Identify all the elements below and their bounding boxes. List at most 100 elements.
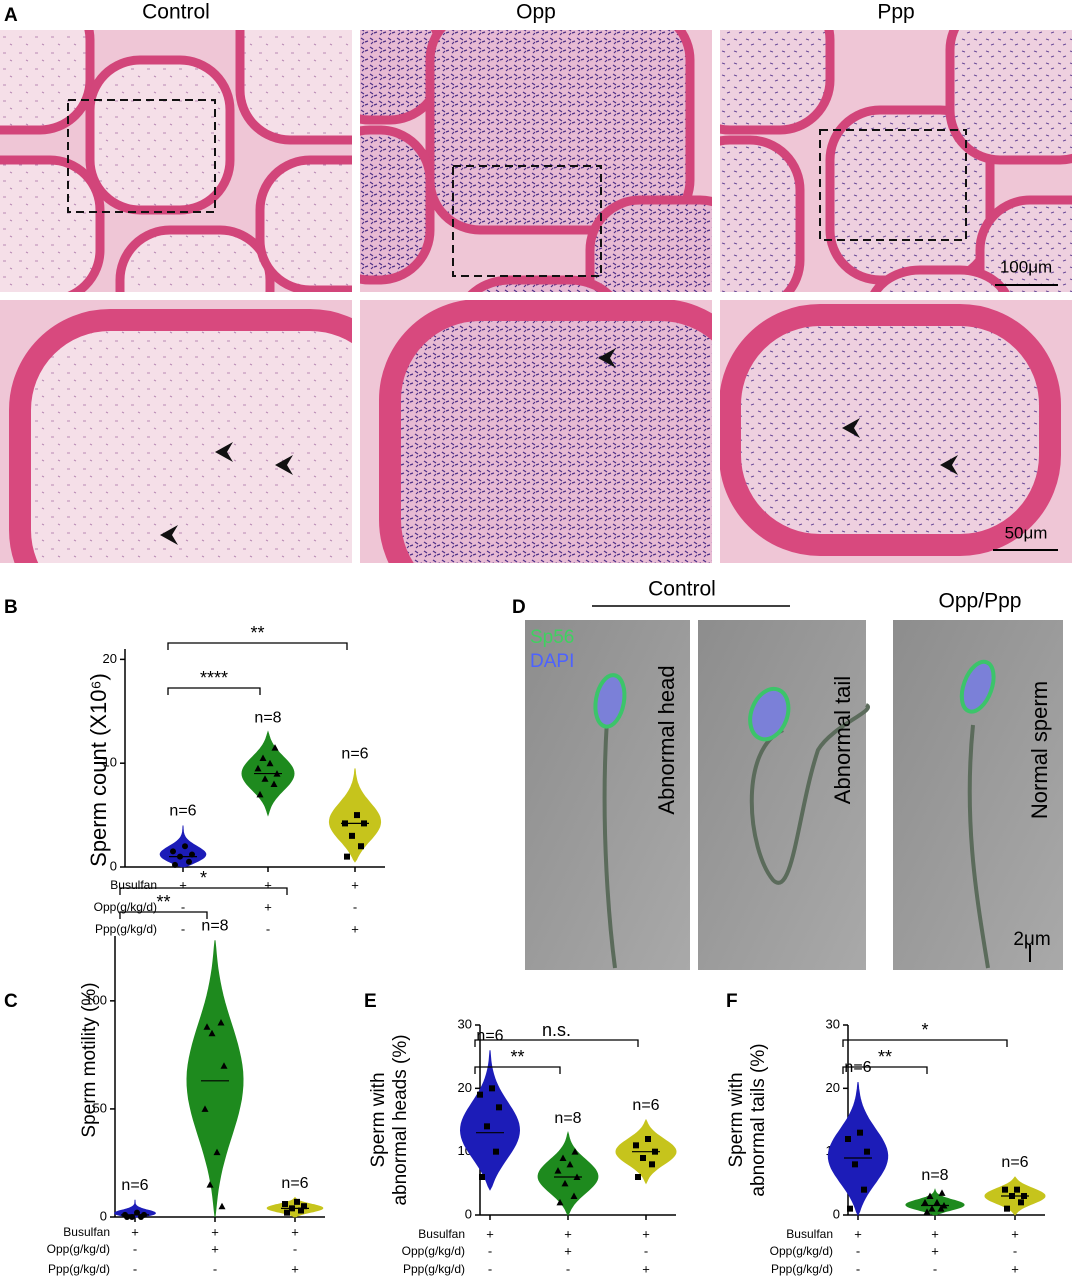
tubule [720, 135, 805, 292]
y-tick-label: 0 [110, 858, 117, 873]
n-label: n=6 [632, 1097, 659, 1114]
data-point [645, 1136, 651, 1142]
data-point [556, 1198, 564, 1206]
condition-label: Opp(g/kg/d) [94, 900, 157, 914]
condition-value: + [564, 1243, 572, 1258]
data-point [566, 1160, 574, 1168]
micrograph [360, 300, 712, 563]
data-point [289, 1205, 295, 1212]
panel-letter: C [4, 991, 18, 1012]
panel-letter: A [4, 5, 18, 26]
condition-label: Ppp(g/kg/d) [48, 1262, 110, 1276]
condition-label: Opp(g/kg/d) [47, 1242, 110, 1256]
data-point [479, 1174, 485, 1180]
violin [537, 1130, 599, 1217]
n-label: n=6 [844, 1059, 871, 1076]
condition-value: - [293, 1241, 297, 1256]
condition-label: Ppp(g/kg/d) [95, 922, 157, 936]
data-point [284, 1209, 290, 1216]
data-point [1018, 1199, 1024, 1206]
data-point [266, 759, 274, 767]
n-label: n=6 [169, 803, 196, 820]
column-title: Ppp [877, 1, 914, 24]
condition-value: + [1011, 1261, 1019, 1276]
arrowhead [598, 348, 616, 368]
condition-value: - [488, 1243, 492, 1258]
significance-label: ** [250, 623, 264, 643]
data-point [254, 764, 262, 772]
significance-bracket [842, 1039, 1008, 1047]
condition-value: + [564, 1226, 572, 1241]
tubule [0, 155, 105, 292]
tubule [720, 30, 835, 135]
sperm-tail [749, 703, 870, 885]
data-point [1004, 1205, 1010, 1212]
data-point [928, 1205, 936, 1212]
y-axis-label: Sperm count (X10⁶) [86, 673, 111, 867]
condition-value: - [181, 921, 185, 936]
data-point [852, 1161, 858, 1168]
y-tick-label: 0 [100, 1208, 107, 1223]
data-point [1009, 1193, 1015, 1199]
y-tick-label: 20 [458, 1080, 472, 1095]
tubule [975, 195, 1072, 292]
data-point [301, 1203, 307, 1210]
significance-bracket [474, 1066, 561, 1074]
tubule [585, 195, 712, 292]
tubule [9, 309, 352, 563]
significance-label: ** [878, 1047, 892, 1067]
tubule [945, 30, 1072, 165]
y-tick-label: 0 [833, 1206, 840, 1221]
data-point [649, 1161, 655, 1168]
condition-value: - [856, 1243, 860, 1258]
significance-label: n.s. [542, 1020, 571, 1040]
data-point [861, 1186, 867, 1193]
data-point [864, 1148, 870, 1155]
significance-bracket [119, 911, 208, 919]
violin [186, 940, 244, 1218]
tubule [235, 30, 352, 145]
group-label: Control [648, 578, 716, 601]
condition-label: Busulfan [110, 878, 157, 892]
y-axis-label: Sperm with [726, 1072, 747, 1167]
data-point [571, 1148, 579, 1155]
data-point [1021, 1193, 1027, 1199]
data-point [206, 1181, 214, 1188]
data-point [294, 1198, 300, 1205]
data-point [559, 1154, 567, 1161]
significance-bracket [167, 642, 348, 650]
data-point [259, 754, 267, 761]
y-tick-label: 10 [103, 755, 117, 770]
image-label: Abnormal tail [830, 676, 855, 804]
data-point [172, 861, 178, 868]
data-point [847, 1205, 853, 1212]
data-point [1002, 1186, 1008, 1193]
data-point [349, 832, 355, 839]
data-point [141, 1211, 147, 1218]
data-point [189, 851, 195, 858]
condition-value: + [931, 1226, 939, 1241]
panel-letter: D [512, 597, 526, 618]
data-point [477, 1091, 483, 1098]
data-point [358, 843, 364, 850]
micrograph [360, 30, 712, 292]
condition-value: + [211, 1241, 219, 1256]
y-axis-label: Sperm motility (%) [79, 982, 100, 1137]
condition-value: + [931, 1243, 939, 1258]
condition-value: - [1013, 1243, 1017, 1258]
violin [827, 1081, 889, 1217]
condition-value: - [856, 1261, 860, 1276]
data-point [271, 744, 279, 751]
condition-value: - [133, 1241, 137, 1256]
panel-letter: E [364, 991, 377, 1012]
significance-label: * [200, 868, 207, 888]
data-point [273, 770, 281, 777]
tubule [870, 265, 1010, 292]
condition-value: - [213, 1261, 217, 1276]
data-point [573, 1173, 581, 1180]
data-point [213, 1148, 221, 1156]
tubule [115, 225, 275, 292]
data-point [282, 1201, 288, 1208]
data-point [570, 1192, 578, 1199]
